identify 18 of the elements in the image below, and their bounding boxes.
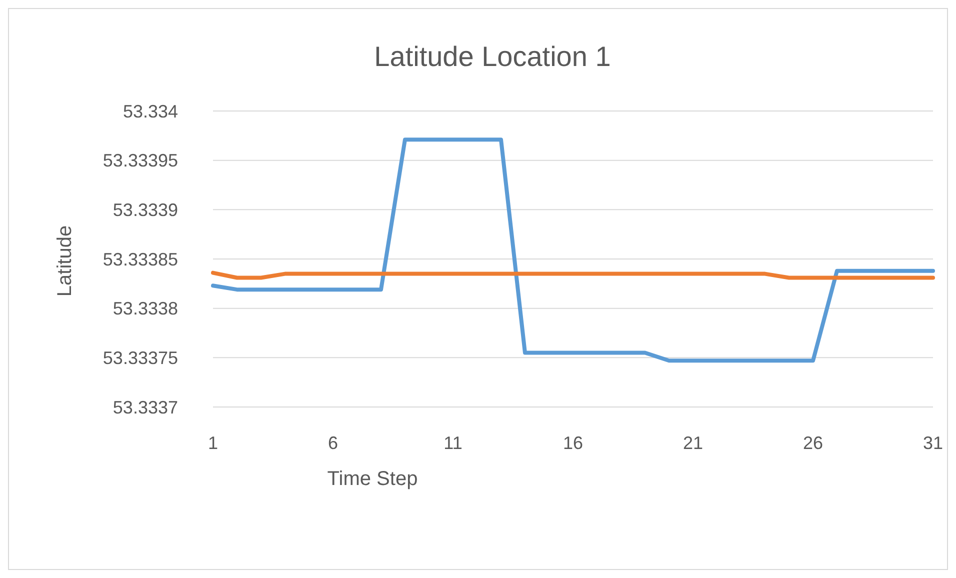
y-tick-label: 53.3339 [112, 200, 178, 220]
chart-title: Latitude Location 1 [374, 41, 611, 72]
y-tick-label: 53.334 [122, 101, 178, 122]
y-tick-label: 53.33375 [102, 348, 178, 368]
x-tick-label: 21 [682, 433, 704, 453]
x-tick-label: 6 [328, 433, 338, 453]
y-tick-label: 53.3338 [112, 298, 178, 319]
x-tick-label: 31 [922, 433, 944, 453]
x-tick-label: 26 [802, 433, 824, 453]
x-axis-title: Time Step [327, 468, 418, 490]
x-tick-label: 1 [208, 433, 218, 453]
y-axis-title: Latitude [54, 225, 76, 297]
y-tick-label: 53.33385 [102, 249, 178, 270]
line-series [211, 138, 935, 363]
x-tick-label: 16 [562, 433, 584, 453]
y-tick-label: 53.3337 [112, 397, 178, 418]
y-tick-label: 53.33395 [102, 150, 178, 171]
x-tick-label: 11 [444, 433, 462, 453]
